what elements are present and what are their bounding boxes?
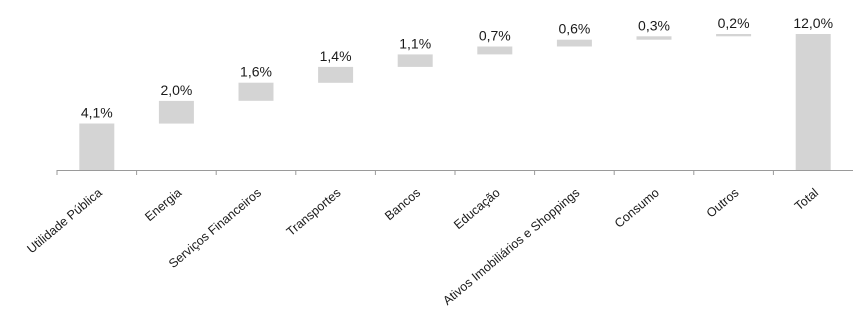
data-label-transportes: 1,4%	[320, 48, 352, 64]
bar-consumo	[636, 36, 672, 40]
data-label-consumo: 0,3%	[638, 17, 670, 33]
data-labels-layer: 4,1% 2,0% 1,6% 1,4% 1,1% 0,7% 0,6% 0,3% 0,2% 12,0…	[81, 15, 833, 121]
data-label-energia: 2,0%	[160, 82, 192, 98]
category-label-total: Total	[792, 186, 821, 214]
bar-servicos-financeiros	[238, 82, 274, 101]
category-label-utilidade-publica: Utilidade Pública	[24, 186, 104, 257]
data-label-total: 12,0%	[793, 15, 833, 31]
data-label-servicos-financeiros: 1,6%	[240, 64, 272, 80]
bar-total	[795, 34, 831, 170]
category-label-educacao: Educação	[451, 186, 503, 232]
data-label-outros: 0,2%	[718, 15, 750, 31]
bar-bancos	[397, 54, 433, 67]
data-label-utilidade-publica: 4,1%	[81, 105, 113, 121]
bar-transportes	[318, 66, 354, 83]
bar-educacao	[477, 46, 513, 55]
category-label-energia: Energia	[142, 186, 184, 224]
bar-outros	[716, 34, 752, 37]
category-label-bancos: Bancos	[382, 186, 423, 224]
x-axis-ticks	[56, 170, 774, 175]
bars-layer	[79, 34, 831, 170]
category-label-ativos-imobiliarios-e-shoppings: Ativos Imobiliários e Shoppings	[440, 186, 582, 308]
category-label-outros: Outros	[704, 186, 742, 221]
category-label-consumo: Consumo	[612, 186, 662, 231]
category-label-transportes: Transportes	[284, 186, 344, 239]
bar-ativos-imobiliarios-e-shoppings	[556, 39, 592, 47]
data-label-ativos-imobiliarios-e-shoppings: 0,6%	[558, 21, 590, 37]
bar-energia	[158, 100, 194, 124]
bar-utilidade-publica	[79, 123, 115, 170]
data-label-educacao: 0,7%	[479, 28, 511, 44]
data-label-bancos: 1,1%	[399, 35, 431, 51]
